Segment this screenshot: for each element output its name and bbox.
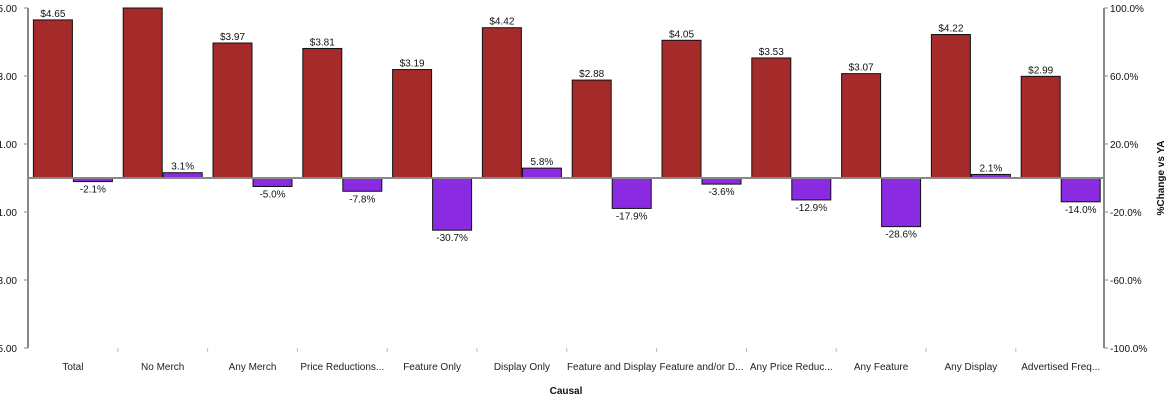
data-label-pct-change: -7.8%	[349, 194, 375, 205]
bar-pct-change	[1060, 177, 1101, 203]
data-label-price: $3.97	[220, 32, 245, 43]
bar-pct-change	[432, 177, 473, 231]
data-label-pct-change: 5.8%	[531, 157, 554, 168]
data-label-pct-change: 2.1%	[980, 163, 1003, 174]
data-label-pct-change: -5.0%	[259, 190, 285, 201]
data-label-pct-change: -17.9%	[616, 211, 648, 222]
category-label: Feature and Display	[567, 362, 657, 373]
data-label-price: $3.81	[310, 37, 335, 48]
left-tick-label: 1.00	[0, 140, 17, 151]
bars-group	[32, 7, 1101, 231]
right-tick-label: 100.0%	[1110, 4, 1144, 15]
category-label: Any Display	[944, 362, 997, 373]
bar-pct-change	[521, 167, 562, 179]
bar-price	[302, 47, 343, 179]
data-label-price: $4.42	[489, 17, 514, 28]
data-label-price: $2.88	[579, 69, 604, 80]
labels-group: 5.00 3.00 1.00 -1.00 -3.00 -5.00 100.0% 60.0% 20…	[0, 4, 1147, 373]
category-label: Advertised Freq...	[1021, 362, 1100, 373]
category-label: Any Feature	[854, 362, 909, 373]
data-label-pct-change: -3.6%	[708, 187, 734, 198]
data-label-price: $4.65	[40, 9, 65, 20]
data-label-price: $4.05	[669, 29, 694, 40]
left-tick-label: -1.00	[0, 208, 17, 219]
data-label-pct-change: -14.0%	[1065, 205, 1097, 216]
bar-pct-change	[881, 177, 922, 228]
data-label-price: $4.22	[938, 24, 963, 35]
bar-price	[122, 7, 163, 179]
category-label: Any Price Reduc...	[750, 362, 833, 373]
data-label-pct-change: -30.7%	[436, 233, 468, 244]
category-label: Feature Only	[403, 362, 461, 373]
category-label: Price Reductions...	[300, 362, 384, 373]
category-label: No Merch	[141, 362, 184, 373]
data-label-price: $2.99	[1028, 65, 1053, 76]
category-label: Total	[62, 362, 83, 373]
bar-pct-change	[252, 177, 293, 187]
bar-pct-change	[791, 177, 832, 201]
right-axis-title: %Change vs YA	[1156, 140, 1167, 215]
bar-price	[212, 42, 253, 179]
bar-pct-change	[611, 177, 652, 209]
data-label-pct-change: -12.9%	[795, 203, 827, 214]
right-tick-label: -60.0%	[1110, 276, 1142, 287]
data-label-price: $3.53	[759, 47, 784, 58]
bar-price	[392, 69, 433, 179]
left-tick-label: -5.00	[0, 344, 17, 355]
right-tick-label: 20.0%	[1110, 140, 1138, 151]
category-label: Any Merch	[229, 362, 277, 373]
bar-price	[930, 34, 971, 179]
bar-price	[32, 19, 73, 179]
x-axis-title: Causal	[550, 386, 583, 397]
right-tick-label: -100.0%	[1110, 344, 1147, 355]
category-label: Display Only	[494, 362, 550, 373]
axis-ticks-group	[24, 7, 1108, 352]
data-label-pct-change: -28.6%	[885, 230, 917, 241]
bar-price	[1020, 75, 1061, 179]
left-tick-label: 5.00	[0, 4, 17, 15]
data-label-price: $3.07	[849, 63, 874, 74]
data-label-price: $3.19	[400, 59, 425, 70]
data-label-pct-change: -2.1%	[80, 185, 106, 196]
bar-price	[661, 39, 702, 179]
right-tick-label: 60.0%	[1110, 72, 1138, 83]
data-label-pct-change: 3.1%	[171, 162, 194, 173]
category-label: Feature and/or D...	[660, 362, 744, 373]
left-tick-label: -3.00	[0, 276, 17, 287]
left-tick-label: 3.00	[0, 72, 17, 83]
bar-price	[841, 73, 882, 179]
bar-price	[481, 27, 522, 179]
bar-price	[571, 79, 612, 179]
bar-price	[751, 57, 792, 179]
bar-pct-change	[342, 177, 383, 192]
right-tick-label: -20.0%	[1110, 208, 1142, 219]
